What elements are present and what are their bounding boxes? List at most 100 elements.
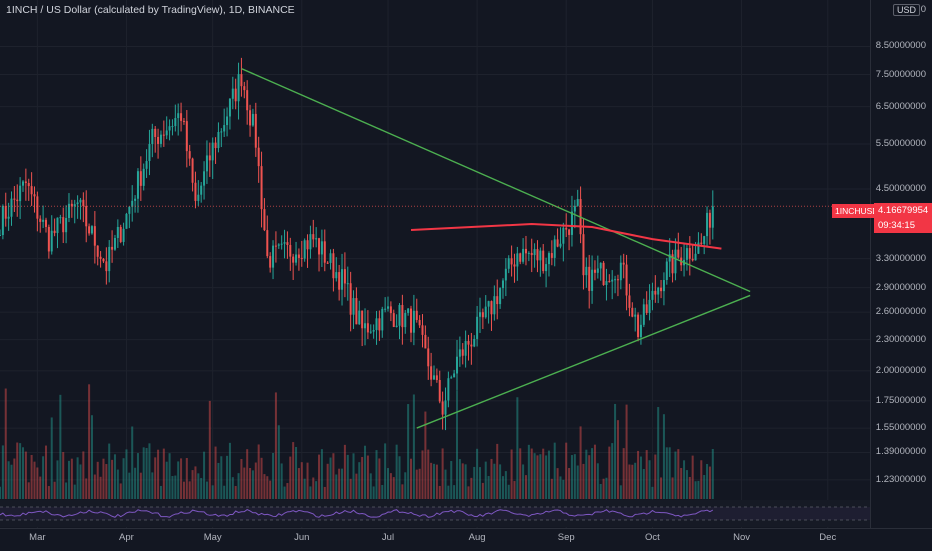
volume-bar	[444, 469, 447, 499]
candle-body	[421, 325, 424, 335]
chart-title: 1INCH / US Dollar (calculated by Trading…	[6, 4, 295, 16]
candle-body	[154, 128, 157, 137]
candle-body	[113, 237, 116, 250]
price-axis[interactable]	[870, 0, 932, 528]
candle-body	[674, 249, 677, 274]
volume-bar	[473, 466, 476, 499]
volume-bar	[648, 460, 651, 499]
time-tick-label: Jun	[294, 532, 310, 543]
candle-body	[119, 226, 122, 242]
volume-bar	[412, 394, 415, 499]
volume-bar	[378, 458, 381, 499]
candle-body	[637, 314, 640, 338]
candle-body	[539, 250, 542, 261]
candle-body	[665, 261, 668, 281]
candle-body	[504, 268, 507, 281]
candle-body	[430, 366, 433, 380]
volume-bar	[711, 448, 714, 499]
candle-body	[90, 226, 93, 234]
volume-bar	[338, 468, 341, 499]
volume-bar	[142, 447, 145, 499]
volume-bar	[251, 470, 254, 499]
volume-bar	[389, 473, 392, 499]
volume-bar	[372, 486, 375, 499]
candle-body	[73, 204, 76, 207]
trendline-upper	[241, 67, 751, 293]
volume-bar	[10, 464, 13, 499]
volume-bar	[395, 444, 398, 499]
volume-bar	[234, 485, 237, 499]
candle-body	[220, 131, 223, 133]
candle-body	[231, 88, 234, 99]
time-tick-label: Jul	[381, 532, 395, 543]
volume-bar	[197, 473, 200, 499]
volume-bar	[602, 478, 605, 499]
candle-body	[318, 238, 321, 255]
candle-body	[358, 310, 361, 325]
volume-bar	[579, 426, 582, 499]
volume-bar	[559, 476, 562, 499]
volume-bar	[50, 417, 53, 499]
candle-body	[404, 312, 407, 328]
volume-bar	[487, 476, 490, 499]
volume-bar	[453, 485, 456, 499]
volume-bar	[622, 448, 625, 499]
time-axis[interactable]	[0, 528, 932, 551]
candle-body	[300, 257, 303, 259]
volume-bar	[223, 485, 226, 499]
chart-grid	[0, 0, 870, 528]
volume-bar	[478, 467, 481, 499]
volume-bar	[320, 449, 323, 499]
candle-body	[263, 209, 266, 231]
candle-body	[125, 213, 128, 229]
volume-bar	[79, 464, 82, 499]
volume-bar	[148, 443, 151, 499]
volume-bar	[542, 448, 545, 499]
volume-bar	[708, 466, 711, 499]
candle-body	[139, 171, 142, 186]
volume-bar	[637, 450, 640, 499]
candle-body	[108, 246, 111, 272]
volume-bar	[593, 444, 596, 499]
candle-body	[524, 248, 527, 254]
volume-bar	[680, 468, 683, 499]
volume-bar	[136, 453, 139, 499]
candle-body	[191, 158, 194, 183]
candle-body	[622, 262, 625, 265]
volume-bar	[260, 457, 263, 499]
candle-body	[194, 182, 197, 201]
candle-body	[619, 262, 622, 281]
candle-body	[691, 258, 694, 261]
candle-body	[47, 226, 50, 252]
currency-badge[interactable]: USD	[893, 4, 921, 16]
volume-bar	[162, 448, 165, 499]
volume-bar	[381, 484, 384, 499]
candle-body	[573, 205, 576, 212]
volume-bar	[171, 475, 174, 499]
candle-body	[519, 253, 522, 262]
price-tick-label: 2.90000000	[875, 281, 926, 293]
candle-body	[102, 258, 105, 262]
chart-overlays[interactable]	[0, 67, 870, 429]
candle-body	[208, 155, 211, 161]
candle-body	[283, 242, 286, 244]
volume-bar	[361, 456, 364, 499]
candle-body	[444, 400, 447, 415]
candlestick-series[interactable]	[0, 57, 714, 431]
volume-bar	[435, 464, 438, 499]
candle-body	[21, 181, 24, 186]
volume-bar	[145, 447, 148, 499]
volume-bar	[240, 458, 243, 499]
volume-bar	[122, 458, 125, 499]
volume-bar	[274, 392, 277, 499]
candle-body	[217, 131, 220, 149]
candle-body	[435, 375, 438, 380]
candle-body	[13, 198, 16, 200]
candle-body	[56, 217, 59, 234]
candle-body	[407, 308, 410, 313]
candle-body	[478, 312, 481, 317]
candle-body	[197, 194, 200, 201]
volume-bar	[62, 452, 65, 499]
volume-bar	[432, 463, 436, 499]
